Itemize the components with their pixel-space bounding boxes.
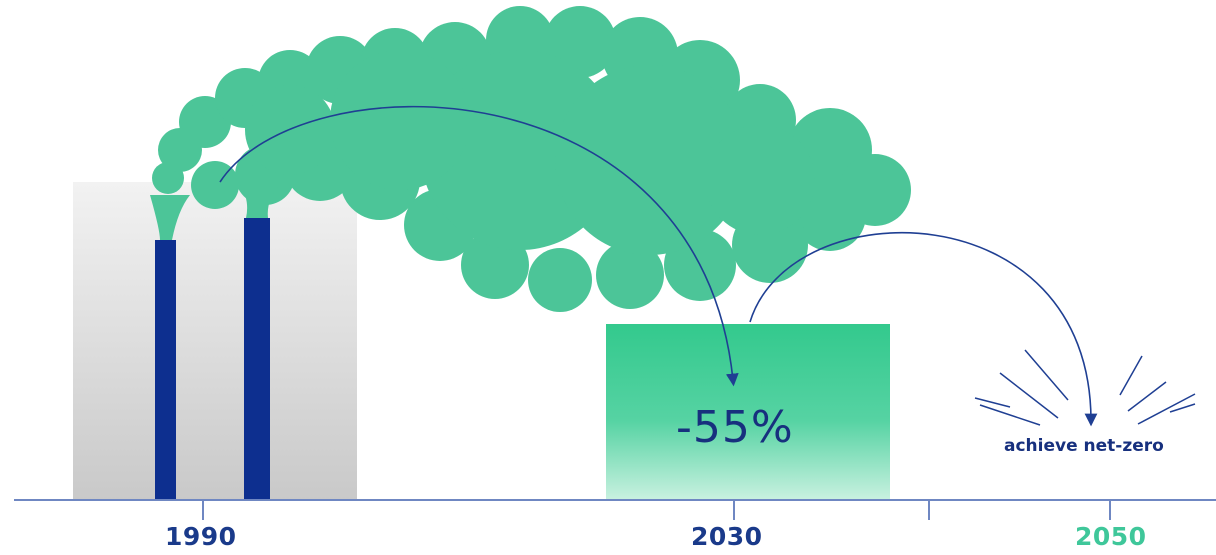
year-label-1990: 1990 bbox=[165, 522, 237, 551]
smoke-cloud bbox=[150, 6, 911, 312]
chimney-right bbox=[244, 218, 270, 500]
chimney-left bbox=[155, 240, 176, 500]
year-label-2030: 2030 bbox=[691, 522, 763, 551]
target-2050-label: achieve net-zero bbox=[1004, 436, 1164, 456]
arrow-1990-to-2030 bbox=[219, 105, 739, 387]
year-label-2050: 2050 bbox=[1075, 522, 1147, 551]
target-2030-box bbox=[606, 324, 890, 500]
target-2030-value: -55% bbox=[676, 402, 794, 453]
arrow-2030-to-2050 bbox=[749, 231, 1098, 427]
net-zero-burst bbox=[974, 349, 1196, 426]
factory-building bbox=[73, 182, 357, 500]
